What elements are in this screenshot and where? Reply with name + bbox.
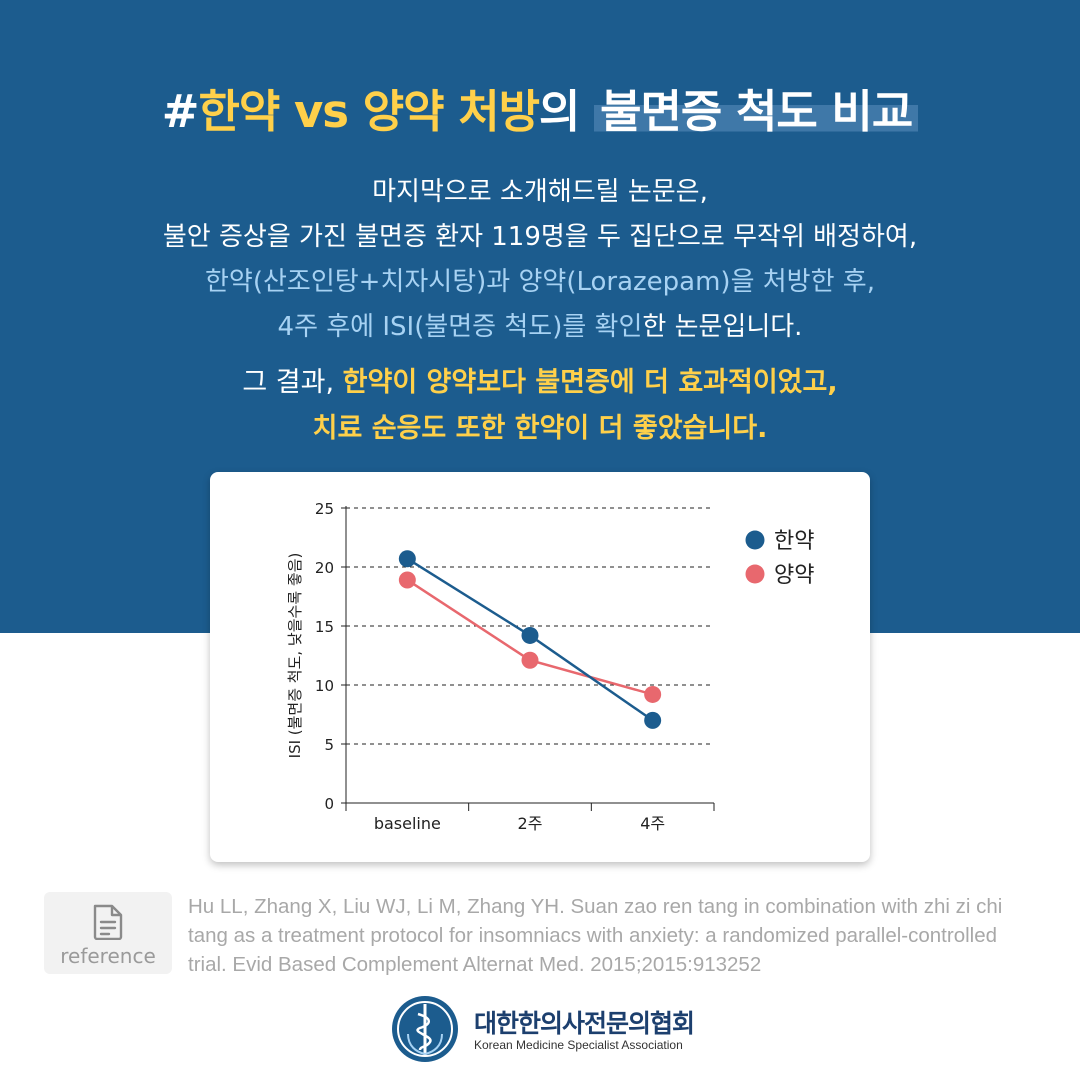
result-text: 그 결과, 한약이 양약보다 불면증에 더 효과적이었고, 치료 순응도 또한 … xyxy=(0,360,1080,452)
intro-text: 마지막으로 소개해드릴 논문은, 불안 증상을 가진 불면증 환자 119명을 … xyxy=(0,170,1080,350)
intro-line-3: 한약(산조인탕+치자시탕)과 양약(Lorazepam)을 처방한 후, xyxy=(205,267,875,297)
x-tick-label: 4주 xyxy=(640,814,665,833)
title-connector: 의 xyxy=(539,85,595,138)
title-highlight: 한약 vs 양약 처방 xyxy=(198,85,540,138)
title-hash: # xyxy=(161,85,200,138)
intro-line-4-highlight: 4주 후에 ISI(불면증 척도)를 확인 xyxy=(277,312,643,342)
data-point xyxy=(644,685,662,703)
document-icon xyxy=(93,904,123,940)
y-tick-label: 25 xyxy=(315,500,334,518)
data-point xyxy=(644,711,662,729)
reference-badge: reference xyxy=(44,892,172,974)
legend-label: 양약 xyxy=(774,563,814,588)
title-main: 불면증 척도 비교 xyxy=(594,85,919,138)
y-axis-label: ISI (불면증 척도, 낮을수록 좋음) xyxy=(286,553,304,759)
x-tick-label: baseline xyxy=(374,814,441,833)
legend-marker xyxy=(745,530,765,550)
intro-line-1: 마지막으로 소개해드릴 논문은, xyxy=(372,177,708,207)
y-tick-label: 15 xyxy=(315,618,334,636)
intro-line-4-rest: 한 논문입니다. xyxy=(642,312,803,342)
intro-line-2: 불안 증상을 가진 불면증 환자 119명을 두 집단으로 무작위 배정하여, xyxy=(162,222,918,252)
reference-label: reference xyxy=(60,944,156,968)
y-tick-label: 10 xyxy=(315,677,334,695)
intro-line-4: 4주 후에 ISI(불면증 척도)를 확인한 논문입니다. xyxy=(0,305,1080,350)
y-tick-label: 20 xyxy=(315,559,334,577)
data-point xyxy=(398,550,416,568)
reference-citation: Hu LL, Zhang X, Liu WJ, Li M, Zhang YH. … xyxy=(188,895,1003,976)
legend-label: 한약 xyxy=(774,529,814,554)
data-point xyxy=(398,571,416,589)
result-highlight-1: 한약이 양약보다 불면증에 더 효과적이었고, xyxy=(342,367,838,398)
line-chart: 0 5 10 15 20 25 baseline 2주 4주 ISI (불면증 척도, 낮을수록 … xyxy=(286,500,814,833)
association-logo-icon xyxy=(392,996,458,1062)
result-line-2: 치료 순응도 또한 한약이 더 좋았습니다. xyxy=(312,413,768,444)
result-line-1: 그 결과, 한약이 양약보다 불면증에 더 효과적이었고, xyxy=(0,360,1080,406)
chart-card: 0 5 10 15 20 25 baseline 2주 4주 ISI (불면증 척도, 낮을수록 … xyxy=(210,472,870,862)
data-point xyxy=(521,626,539,644)
legend-marker xyxy=(745,564,765,584)
association-name-en: Korean Medicine Specialist Association xyxy=(474,1038,683,1052)
x-tick-label: 2주 xyxy=(518,814,543,833)
data-point xyxy=(521,651,539,669)
y-tick-label: 5 xyxy=(324,736,334,754)
association-name: 대한한의사전문의협회 xyxy=(474,1009,695,1038)
page-title: #한약 vs 양약 처방의 불면증 척도 비교 xyxy=(0,82,1080,142)
y-tick-label: 0 xyxy=(324,795,334,813)
result-prefix: 그 결과, xyxy=(242,367,343,398)
